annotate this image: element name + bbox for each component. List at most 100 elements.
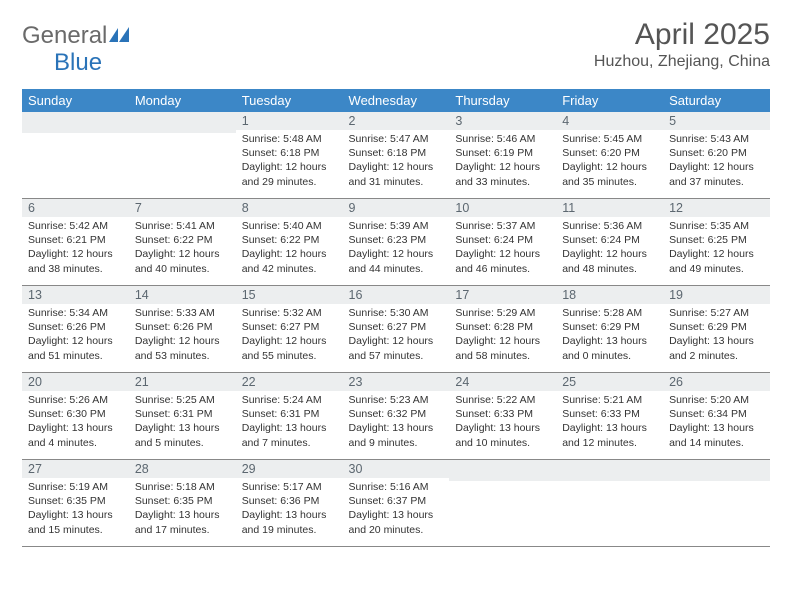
day-number: 29: [236, 460, 343, 478]
day-details: Sunrise: 5:40 AMSunset: 6:22 PMDaylight:…: [236, 217, 343, 280]
day-details: Sunrise: 5:45 AMSunset: 6:20 PMDaylight:…: [556, 130, 663, 193]
day-number: [663, 460, 770, 481]
calendar-cell: 7Sunrise: 5:41 AMSunset: 6:22 PMDaylight…: [129, 199, 236, 286]
day-details: Sunrise: 5:39 AMSunset: 6:23 PMDaylight:…: [343, 217, 450, 280]
calendar-cell-empty: [449, 460, 556, 547]
day-details: Sunrise: 5:42 AMSunset: 6:21 PMDaylight:…: [22, 217, 129, 280]
day-details: Sunrise: 5:35 AMSunset: 6:25 PMDaylight:…: [663, 217, 770, 280]
calendar-table: SundayMondayTuesdayWednesdayThursdayFrid…: [22, 89, 770, 547]
weekday-header: Friday: [556, 89, 663, 112]
calendar-cell: 9Sunrise: 5:39 AMSunset: 6:23 PMDaylight…: [343, 199, 450, 286]
calendar-cell: 23Sunrise: 5:23 AMSunset: 6:32 PMDayligh…: [343, 373, 450, 460]
calendar-cell: 29Sunrise: 5:17 AMSunset: 6:36 PMDayligh…: [236, 460, 343, 547]
day-details: Sunrise: 5:22 AMSunset: 6:33 PMDaylight:…: [449, 391, 556, 454]
calendar-cell: 24Sunrise: 5:22 AMSunset: 6:33 PMDayligh…: [449, 373, 556, 460]
day-number: [556, 460, 663, 481]
day-details: Sunrise: 5:43 AMSunset: 6:20 PMDaylight:…: [663, 130, 770, 193]
day-number: 14: [129, 286, 236, 304]
calendar-cell-empty: [129, 112, 236, 199]
calendar-cell: 28Sunrise: 5:18 AMSunset: 6:35 PMDayligh…: [129, 460, 236, 547]
day-details: Sunrise: 5:17 AMSunset: 6:36 PMDaylight:…: [236, 478, 343, 541]
calendar-row: 6Sunrise: 5:42 AMSunset: 6:21 PMDaylight…: [22, 199, 770, 286]
day-number: 30: [343, 460, 450, 478]
calendar-cell: 8Sunrise: 5:40 AMSunset: 6:22 PMDaylight…: [236, 199, 343, 286]
day-details: Sunrise: 5:33 AMSunset: 6:26 PMDaylight:…: [129, 304, 236, 367]
month-title: April 2025: [594, 18, 770, 51]
day-details: Sunrise: 5:29 AMSunset: 6:28 PMDaylight:…: [449, 304, 556, 367]
calendar-cell: 12Sunrise: 5:35 AMSunset: 6:25 PMDayligh…: [663, 199, 770, 286]
calendar-cell: 6Sunrise: 5:42 AMSunset: 6:21 PMDaylight…: [22, 199, 129, 286]
day-number: 4: [556, 112, 663, 130]
day-number: 2: [343, 112, 450, 130]
calendar-cell: 20Sunrise: 5:26 AMSunset: 6:30 PMDayligh…: [22, 373, 129, 460]
calendar-cell: 10Sunrise: 5:37 AMSunset: 6:24 PMDayligh…: [449, 199, 556, 286]
logo-text-general: General: [22, 22, 107, 50]
calendar-cell: 14Sunrise: 5:33 AMSunset: 6:26 PMDayligh…: [129, 286, 236, 373]
day-number: 13: [22, 286, 129, 304]
logo-mark-icon: [109, 25, 131, 48]
calendar-cell: 26Sunrise: 5:20 AMSunset: 6:34 PMDayligh…: [663, 373, 770, 460]
day-number: 22: [236, 373, 343, 391]
day-details: Sunrise: 5:32 AMSunset: 6:27 PMDaylight:…: [236, 304, 343, 367]
calendar-cell: 16Sunrise: 5:30 AMSunset: 6:27 PMDayligh…: [343, 286, 450, 373]
calendar-cell: 18Sunrise: 5:28 AMSunset: 6:29 PMDayligh…: [556, 286, 663, 373]
day-details: Sunrise: 5:30 AMSunset: 6:27 PMDaylight:…: [343, 304, 450, 367]
calendar-cell: 2Sunrise: 5:47 AMSunset: 6:18 PMDaylight…: [343, 112, 450, 199]
day-number: 26: [663, 373, 770, 391]
day-details: Sunrise: 5:47 AMSunset: 6:18 PMDaylight:…: [343, 130, 450, 193]
calendar-cell: 21Sunrise: 5:25 AMSunset: 6:31 PMDayligh…: [129, 373, 236, 460]
day-number: 7: [129, 199, 236, 217]
day-number: [129, 112, 236, 133]
calendar-cell: 27Sunrise: 5:19 AMSunset: 6:35 PMDayligh…: [22, 460, 129, 547]
day-details: Sunrise: 5:19 AMSunset: 6:35 PMDaylight:…: [22, 478, 129, 541]
day-details: Sunrise: 5:41 AMSunset: 6:22 PMDaylight:…: [129, 217, 236, 280]
calendar-cell: 30Sunrise: 5:16 AMSunset: 6:37 PMDayligh…: [343, 460, 450, 547]
weekday-header: Sunday: [22, 89, 129, 112]
calendar-row: 27Sunrise: 5:19 AMSunset: 6:35 PMDayligh…: [22, 460, 770, 547]
day-number: 1: [236, 112, 343, 130]
calendar-cell: 5Sunrise: 5:43 AMSunset: 6:20 PMDaylight…: [663, 112, 770, 199]
day-details: Sunrise: 5:37 AMSunset: 6:24 PMDaylight:…: [449, 217, 556, 280]
calendar-row: 1Sunrise: 5:48 AMSunset: 6:18 PMDaylight…: [22, 112, 770, 199]
logo: General: [22, 22, 133, 50]
calendar-cell: 15Sunrise: 5:32 AMSunset: 6:27 PMDayligh…: [236, 286, 343, 373]
day-details: Sunrise: 5:16 AMSunset: 6:37 PMDaylight:…: [343, 478, 450, 541]
day-number: 19: [663, 286, 770, 304]
day-number: 12: [663, 199, 770, 217]
day-number: 21: [129, 373, 236, 391]
day-details: Sunrise: 5:18 AMSunset: 6:35 PMDaylight:…: [129, 478, 236, 541]
weekday-header: Tuesday: [236, 89, 343, 112]
calendar-cell: 3Sunrise: 5:46 AMSunset: 6:19 PMDaylight…: [449, 112, 556, 199]
calendar-cell: 19Sunrise: 5:27 AMSunset: 6:29 PMDayligh…: [663, 286, 770, 373]
day-details: Sunrise: 5:26 AMSunset: 6:30 PMDaylight:…: [22, 391, 129, 454]
calendar-cell: 13Sunrise: 5:34 AMSunset: 6:26 PMDayligh…: [22, 286, 129, 373]
weekday-header: Saturday: [663, 89, 770, 112]
calendar-cell-empty: [556, 460, 663, 547]
day-details: Sunrise: 5:25 AMSunset: 6:31 PMDaylight:…: [129, 391, 236, 454]
day-number: 25: [556, 373, 663, 391]
calendar-body: 1Sunrise: 5:48 AMSunset: 6:18 PMDaylight…: [22, 112, 770, 547]
calendar-cell: 4Sunrise: 5:45 AMSunset: 6:20 PMDaylight…: [556, 112, 663, 199]
calendar-row: 13Sunrise: 5:34 AMSunset: 6:26 PMDayligh…: [22, 286, 770, 373]
calendar-row: 20Sunrise: 5:26 AMSunset: 6:30 PMDayligh…: [22, 373, 770, 460]
day-number: [22, 112, 129, 133]
day-number: 3: [449, 112, 556, 130]
day-number: 9: [343, 199, 450, 217]
day-details: Sunrise: 5:36 AMSunset: 6:24 PMDaylight:…: [556, 217, 663, 280]
day-number: [449, 460, 556, 481]
day-number: 24: [449, 373, 556, 391]
day-number: 20: [22, 373, 129, 391]
day-number: 18: [556, 286, 663, 304]
day-number: 6: [22, 199, 129, 217]
day-details: Sunrise: 5:23 AMSunset: 6:32 PMDaylight:…: [343, 391, 450, 454]
day-details: Sunrise: 5:27 AMSunset: 6:29 PMDaylight:…: [663, 304, 770, 367]
weekday-header: Wednesday: [343, 89, 450, 112]
calendar-cell: 1Sunrise: 5:48 AMSunset: 6:18 PMDaylight…: [236, 112, 343, 199]
day-number: 15: [236, 286, 343, 304]
day-details: Sunrise: 5:20 AMSunset: 6:34 PMDaylight:…: [663, 391, 770, 454]
calendar-cell: 22Sunrise: 5:24 AMSunset: 6:31 PMDayligh…: [236, 373, 343, 460]
day-number: 10: [449, 199, 556, 217]
calendar-cell: 17Sunrise: 5:29 AMSunset: 6:28 PMDayligh…: [449, 286, 556, 373]
calendar-cell: 25Sunrise: 5:21 AMSunset: 6:33 PMDayligh…: [556, 373, 663, 460]
day-number: 17: [449, 286, 556, 304]
